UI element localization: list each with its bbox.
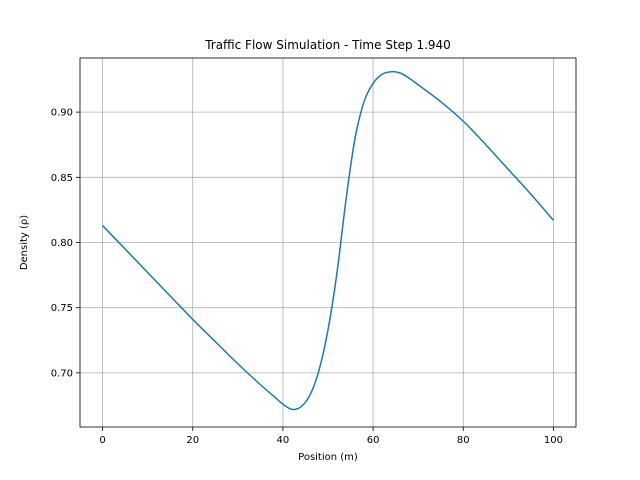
density-line (102, 70, 555, 411)
y-axis-title: Density (ρ) (19, 215, 30, 270)
y-tick-label: 0.75 (51, 303, 73, 314)
y-tick-label: 0.85 (51, 173, 73, 184)
x-tick-label: 100 (544, 435, 563, 446)
x-axis-title: Position (m) (298, 452, 358, 463)
ticks: 0 20 40 60 80 100 0.70 0.75 0.80 0.85 0.90 (51, 108, 563, 446)
x-tick-label: 80 (457, 435, 470, 446)
x-tick-label: 0 (99, 435, 105, 446)
series-layer (102, 70, 555, 411)
y-tick-label: 0.80 (51, 238, 73, 249)
y-tick-label: 0.90 (51, 108, 73, 119)
x-tick-label: 40 (277, 435, 290, 446)
chart-title: Traffic Flow Simulation - Time Step 1.94… (204, 38, 451, 52)
y-tick-label: 0.70 (51, 368, 73, 379)
x-tick-label: 60 (367, 435, 380, 446)
x-tick-label: 20 (186, 435, 199, 446)
grid (80, 58, 576, 427)
